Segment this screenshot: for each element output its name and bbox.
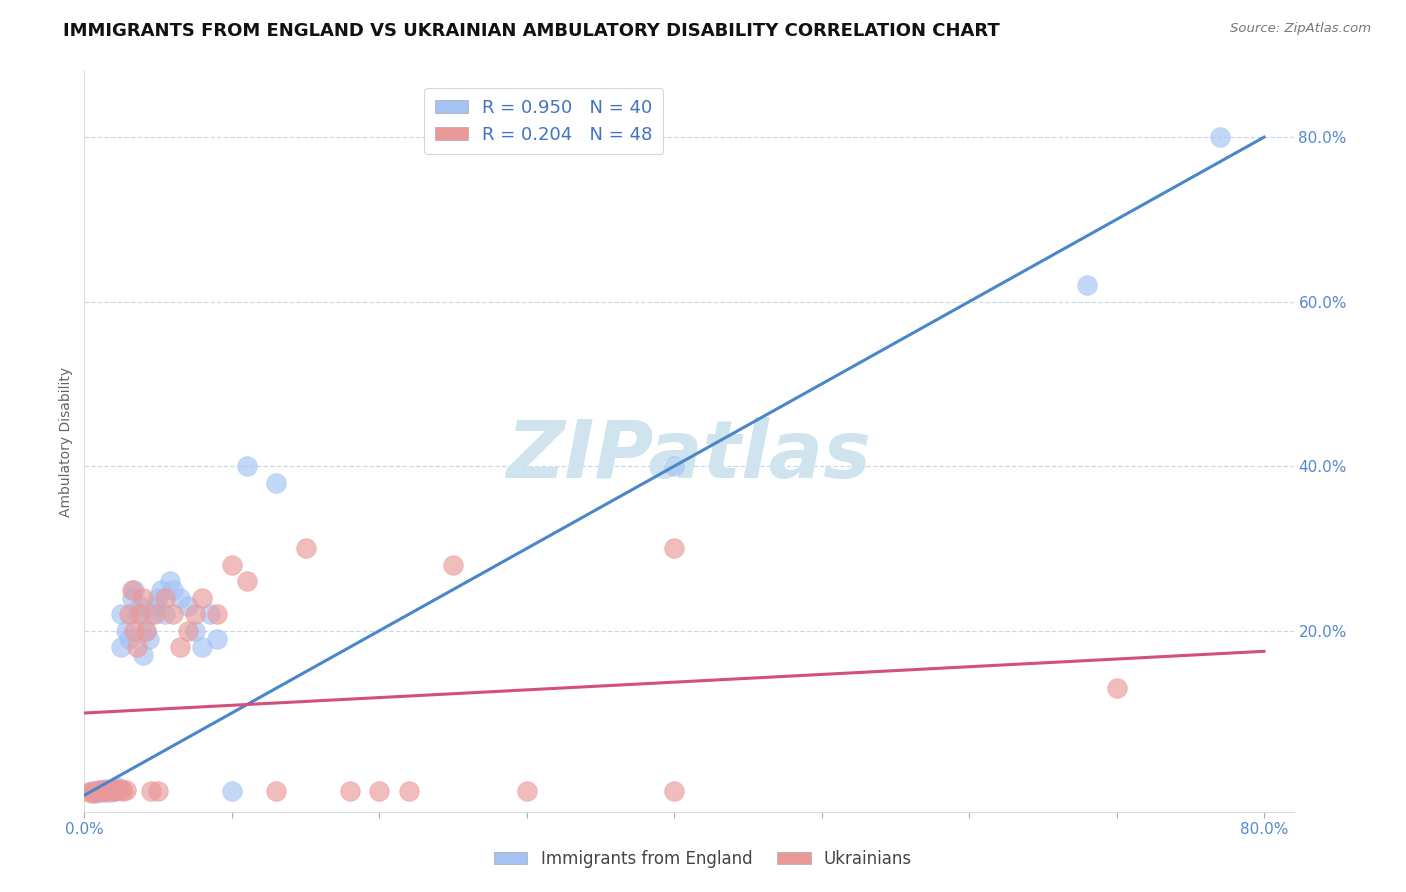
Point [96, 783, 118, 797]
Point [127, 607, 149, 622]
Point [110, 640, 132, 655]
Point [91, 784, 114, 798]
Point [221, 558, 243, 572]
Point [124, 624, 146, 638]
Point [96, 781, 118, 796]
Point [100, 785, 122, 799]
Point [235, 459, 257, 474]
Point [184, 624, 207, 638]
Point [191, 591, 214, 605]
Point [162, 582, 184, 597]
Point [101, 783, 124, 797]
Point [176, 599, 198, 613]
Text: IMMIGRANTS FROM ENGLAND VS UKRAINIAN AMBULATORY DISABILITY CORRELATION CHART: IMMIGRANTS FROM ENGLAND VS UKRAINIAN AMB… [63, 22, 1000, 40]
Point [105, 782, 128, 797]
Point [184, 607, 207, 622]
Point [117, 632, 139, 646]
Point [198, 607, 221, 622]
Point [150, 582, 173, 597]
Point [368, 784, 391, 798]
Point [205, 607, 228, 622]
Point [105, 782, 128, 797]
Legend: R = 0.950   N = 40, R = 0.204   N = 48: R = 0.950 N = 40, R = 0.204 N = 48 [425, 87, 664, 154]
Legend: Immigrants from England, Ukrainians: Immigrants from England, Ukrainians [488, 844, 918, 875]
Point [664, 459, 686, 474]
Point [264, 784, 287, 798]
Point [87, 783, 110, 797]
Point [139, 784, 162, 798]
Point [339, 784, 361, 798]
Point [398, 784, 420, 798]
Point [96, 784, 118, 798]
Point [80, 784, 103, 798]
Point [143, 607, 166, 622]
Point [191, 640, 214, 655]
Point [135, 624, 157, 638]
Point [108, 783, 131, 797]
Point [159, 574, 181, 589]
Point [664, 541, 686, 556]
Point [127, 640, 149, 655]
Point [121, 591, 143, 605]
Point [138, 632, 160, 646]
Point [103, 781, 125, 796]
Point [100, 782, 122, 797]
Point [124, 582, 146, 597]
Point [103, 783, 125, 797]
Point [1105, 681, 1128, 696]
Point [121, 582, 143, 597]
Point [97, 784, 120, 798]
Point [84, 785, 107, 799]
Point [105, 780, 128, 794]
Point [264, 475, 287, 490]
Point [1209, 130, 1232, 145]
Point [143, 599, 166, 613]
Point [205, 632, 228, 646]
Point [441, 558, 464, 572]
Point [91, 783, 114, 797]
Point [146, 784, 169, 798]
Point [516, 784, 538, 798]
Point [169, 591, 191, 605]
Point [176, 624, 198, 638]
Point [155, 607, 177, 622]
Point [664, 784, 686, 798]
Point [104, 784, 127, 798]
Point [83, 784, 105, 798]
Point [87, 785, 110, 799]
Point [169, 640, 191, 655]
Point [155, 591, 177, 605]
Point [84, 786, 107, 800]
Point [94, 785, 117, 799]
Point [1076, 278, 1098, 293]
Point [132, 648, 155, 663]
Point [235, 574, 257, 589]
Point [141, 607, 163, 622]
Point [114, 624, 136, 638]
Point [162, 607, 184, 622]
Point [110, 781, 132, 796]
Text: Source: ZipAtlas.com: Source: ZipAtlas.com [1230, 22, 1371, 36]
Text: ZIPatlas: ZIPatlas [506, 417, 872, 495]
Y-axis label: Ambulatory Disability: Ambulatory Disability [59, 367, 73, 516]
Point [294, 541, 316, 556]
Point [129, 599, 152, 613]
Point [80, 786, 103, 800]
Point [91, 782, 114, 797]
Point [129, 607, 152, 622]
Point [132, 591, 155, 605]
Point [111, 784, 134, 798]
Point [135, 624, 157, 638]
Point [117, 607, 139, 622]
Point [221, 784, 243, 798]
Point [110, 607, 132, 622]
Point [114, 782, 136, 797]
Point [146, 591, 169, 605]
Point [77, 785, 100, 799]
